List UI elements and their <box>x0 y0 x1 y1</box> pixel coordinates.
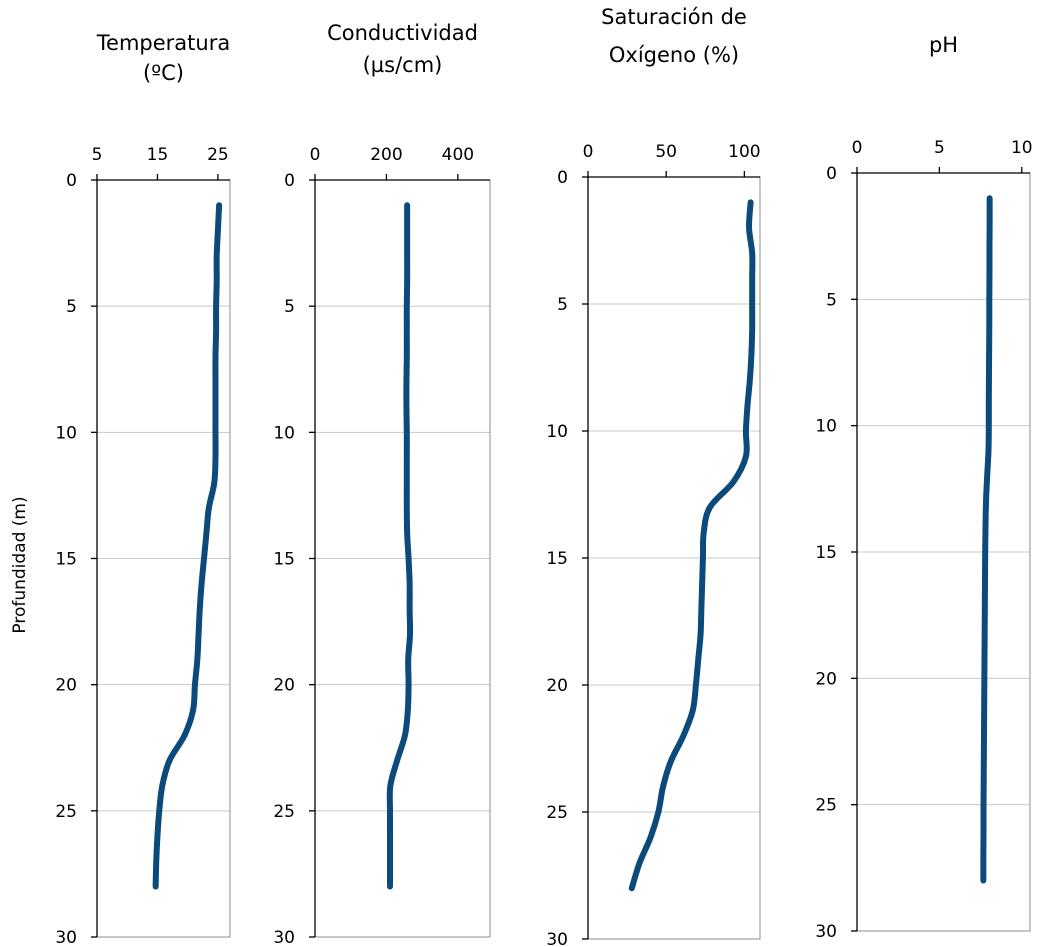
x-tick-label-temperatura-25: 25 <box>207 145 229 165</box>
y-tick-label-temperatura-15: 15 <box>55 550 77 570</box>
y-tick-label-saturacion-oxigeno-20: 20 <box>546 676 568 696</box>
y-tick-label-ph-30: 30 <box>815 922 837 942</box>
x-tick-label-saturacion-oxigeno-0: 0 <box>583 142 594 162</box>
series-line-saturacion-oxigeno <box>628 199 756 892</box>
x-tick-label-ph-5: 5 <box>934 138 945 158</box>
y-tick-label-saturacion-oxigeno-0: 0 <box>557 168 568 188</box>
chart-title-ph-line-1: pH <box>929 33 958 57</box>
chart-title-temperatura-line-2: (ºC) <box>143 61 184 85</box>
panel-ph: 0 5 10 0 5 10 15 20 25 30 pH <box>815 33 1032 942</box>
panel-saturacion-oxigeno: 0 50 100 0 5 10 15 20 25 30 Saturación de Oxígeno (… <box>546 5 760 947</box>
y-tick-label-temperatura-30: 30 <box>55 928 77 947</box>
x-tick-label-conductividad-0: 0 <box>310 145 321 165</box>
y-tick-label-saturacion-oxigeno-25: 25 <box>546 803 568 823</box>
y-tick-label-ph-25: 25 <box>815 796 837 816</box>
x-tick-label-saturacion-oxigeno-50: 50 <box>655 142 677 162</box>
y-tick-label-ph-10: 10 <box>815 417 837 437</box>
y-axis-label: Profundidad (m) <box>10 496 30 633</box>
chart-title-saturacion-oxigeno-line-2: Oxígeno (%) <box>609 43 739 67</box>
y-tick-label-temperatura-20: 20 <box>55 676 77 696</box>
x-tick-label-temperatura-5: 5 <box>92 145 103 165</box>
y-tick-label-conductividad-15: 15 <box>273 550 295 570</box>
y-tick-label-saturacion-oxigeno-15: 15 <box>546 549 568 569</box>
panel-conductividad: 0 200 400 0 5 10 15 20 25 30 Conductividad (µs/cm) <box>273 21 491 947</box>
y-tick-label-conductividad-0: 0 <box>284 171 295 191</box>
series-line-ph <box>980 195 993 884</box>
y-tick-label-conductividad-30: 30 <box>273 928 295 947</box>
y-tick-label-conductividad-10: 10 <box>273 423 295 443</box>
chart-title-temperatura-line-1: Temperatura <box>96 31 230 55</box>
y-tick-label-conductividad-20: 20 <box>273 676 295 696</box>
chart-title-conductividad-line-1: Conductividad <box>327 21 478 45</box>
y-tick-label-temperatura-5: 5 <box>66 297 77 317</box>
y-tick-label-saturacion-oxigeno-10: 10 <box>546 422 568 442</box>
y-tick-label-temperatura-10: 10 <box>55 423 77 443</box>
x-tick-label-conductividad-400: 400 <box>442 145 474 165</box>
y-tick-label-temperatura-25: 25 <box>55 802 77 822</box>
x-tick-label-ph-10: 10 <box>1011 138 1033 158</box>
x-tick-label-ph-0: 0 <box>852 138 863 158</box>
y-tick-label-saturacion-oxigeno-30: 30 <box>546 930 568 947</box>
y-tick-label-ph-0: 0 <box>826 164 837 184</box>
y-tick-label-temperatura-0: 0 <box>66 171 77 191</box>
x-tick-label-temperatura-15: 15 <box>147 145 169 165</box>
series-line-temperatura <box>152 202 223 890</box>
y-tick-label-conductividad-5: 5 <box>284 297 295 317</box>
x-tick-label-saturacion-oxigeno-100: 100 <box>728 142 760 162</box>
y-tick-label-ph-15: 15 <box>815 543 837 563</box>
y-tick-label-ph-5: 5 <box>826 290 837 310</box>
series-line-conductividad <box>386 202 414 890</box>
y-tick-label-saturacion-oxigeno-5: 5 <box>557 295 568 315</box>
chart-title-saturacion-oxigeno-line-1: Saturación de <box>601 5 747 29</box>
chart-title-conductividad-line-2: (µs/cm) <box>363 53 443 77</box>
y-tick-label-ph-20: 20 <box>815 669 837 689</box>
x-tick-label-conductividad-200: 200 <box>370 145 402 165</box>
y-tick-label-conductividad-25: 25 <box>273 802 295 822</box>
